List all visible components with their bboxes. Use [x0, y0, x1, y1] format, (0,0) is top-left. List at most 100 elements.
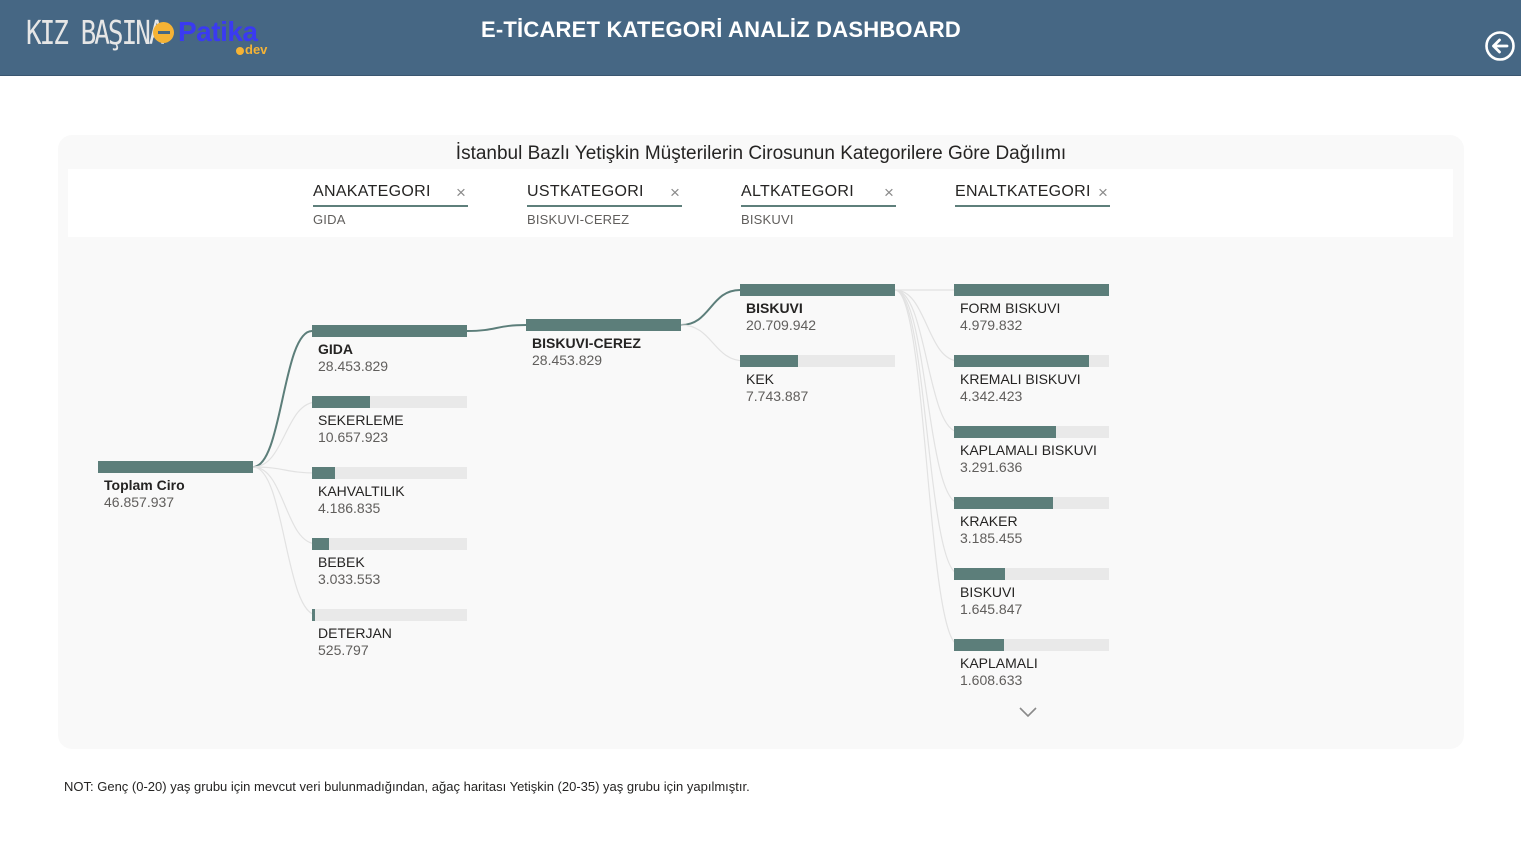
filter-ustkategori[interactable]: USTKATEGORI × BISKUVI-CEREZ	[527, 183, 682, 227]
filter-enaltkategori[interactable]: ENALTKATEGORI ×	[955, 183, 1110, 207]
node-label: KRAKER	[960, 513, 1018, 529]
decomposition-tree: Toplam Ciro 46.857.937 GIDA 28.453.829 SEKER…	[58, 135, 1464, 749]
filter-label: ANAKATEGORI	[313, 183, 431, 200]
filter-label: ENALTKATEGORI	[955, 183, 1091, 200]
back-arrow-icon[interactable]	[1484, 30, 1516, 62]
node-value: 28.453.829	[318, 358, 389, 374]
patika-logo: Patika dev	[153, 14, 278, 60]
bar-fill	[740, 284, 895, 296]
bar-track	[954, 426, 1109, 438]
tree-link	[680, 289, 741, 326]
node-label: BISKUVI	[960, 584, 1016, 600]
bar-track	[740, 355, 895, 367]
bar-fill	[312, 325, 467, 337]
page-title: E-TİCARET KATEGORİ ANALİZ DASHBOARD	[481, 17, 961, 42]
tree-link	[894, 289, 960, 362]
footnote: NOT: Genç (0-20) yaş grubu için mevcut v…	[64, 779, 750, 794]
bar-fill	[98, 461, 253, 473]
bar-fill	[312, 396, 370, 408]
node-label: KEK	[746, 371, 775, 387]
bar-track	[312, 467, 467, 479]
decomposition-tree-panel: İstanbul Bazlı Yetişkin Müşterilerin Cir…	[58, 135, 1464, 749]
filter-value: GIDA	[313, 212, 346, 227]
filter-underline	[313, 205, 468, 207]
bar-track	[526, 319, 681, 331]
tree-link	[252, 466, 318, 474]
tree-link	[894, 289, 960, 433]
clear-filter-icon[interactable]: ×	[670, 183, 680, 202]
bar-track	[954, 497, 1109, 509]
bar-track	[312, 396, 467, 408]
node-value: 10.657.923	[318, 429, 389, 445]
node-label: SEKERLEME	[318, 412, 404, 428]
node-value: 3.033.553	[318, 571, 381, 587]
bar-fill	[526, 319, 681, 331]
patika-logo-text: Patika	[178, 16, 258, 47]
clear-filter-icon[interactable]: ×	[456, 183, 466, 202]
tree-link	[252, 330, 313, 468]
bar-track	[312, 325, 467, 337]
node-value: 1.608.633	[960, 672, 1023, 688]
node-label: BISKUVI	[746, 300, 803, 316]
node-label: DETERJAN	[318, 625, 392, 641]
bar-track	[954, 568, 1109, 580]
node-value: 525.797	[318, 642, 369, 658]
tree-link	[894, 289, 960, 504]
node-value: 7.743.887	[746, 388, 809, 404]
bar-fill	[740, 355, 798, 367]
bar-fill	[954, 568, 1005, 580]
bar-track	[312, 538, 467, 550]
filter-anakategori[interactable]: ANAKATEGORI × GIDA	[313, 183, 468, 227]
tree-link	[252, 466, 318, 616]
bar-track	[954, 284, 1109, 296]
clear-filter-icon[interactable]: ×	[884, 183, 894, 202]
filter-label: USTKATEGORI	[527, 183, 644, 200]
clear-filter-icon[interactable]: ×	[1098, 183, 1108, 202]
node-value: 28.453.829	[532, 352, 603, 368]
node-value: 3.185.455	[960, 530, 1023, 546]
bar-fill	[954, 639, 1004, 651]
node-label: KAPLAMALI	[960, 655, 1038, 671]
bar-track	[740, 284, 895, 296]
bar-fill	[312, 609, 315, 621]
filter-altkategori[interactable]: ALTKATEGORI × BISKUVI	[741, 183, 896, 227]
bar-fill	[954, 497, 1053, 509]
filter-value: BISKUVI-CEREZ	[527, 212, 630, 227]
node-value: 4.186.835	[318, 500, 381, 516]
tree-link	[252, 466, 318, 545]
tree-link	[680, 324, 746, 362]
kiz-basina-logo: KIZ BAŞINA	[26, 15, 165, 53]
bar-fill	[954, 284, 1109, 296]
tree-link	[252, 401, 318, 468]
bar-fill	[954, 355, 1089, 367]
bar-track	[98, 461, 253, 473]
tree-link	[894, 289, 960, 646]
filter-bar: ANAKATEGORI × GIDA USTKATEGORI × BISKUVI…	[68, 169, 1453, 237]
filter-underline	[741, 205, 896, 207]
node-value: 46.857.937	[104, 494, 175, 510]
filter-underline	[527, 205, 682, 207]
node-label: BISKUVI-CEREZ	[532, 335, 641, 351]
node-label: BEBEK	[318, 554, 365, 570]
filter-value: BISKUVI	[741, 212, 794, 227]
panel-title: İstanbul Bazlı Yetişkin Müşterilerin Cir…	[455, 143, 1067, 164]
node-label: Toplam Ciro	[104, 477, 185, 493]
node-value: 1.645.847	[960, 601, 1023, 617]
node-label: FORM BISKUVI	[960, 300, 1061, 316]
bar-fill	[312, 467, 335, 479]
patika-logo-mark-icon	[153, 22, 174, 43]
patika-dev-text: dev	[245, 42, 268, 57]
filter-label: ALTKATEGORI	[741, 183, 854, 200]
node-label: KREMALI BISKUVI	[960, 371, 1081, 387]
header-bar: KIZ BAŞINA Patika dev E-TİCARET KATEGORİ…	[0, 0, 1521, 76]
chevron-down-icon[interactable]	[1018, 705, 1038, 719]
node-value: 4.342.423	[960, 388, 1023, 404]
node-label: KAPLAMALI BISKUVI	[960, 442, 1097, 458]
node-label: GIDA	[318, 341, 353, 357]
tree-link	[466, 324, 527, 332]
bar-track	[954, 355, 1109, 367]
bar-fill	[954, 426, 1056, 438]
patika-dev-dot-icon	[236, 47, 244, 55]
bar-track	[954, 639, 1109, 651]
filter-underline	[955, 205, 1110, 207]
